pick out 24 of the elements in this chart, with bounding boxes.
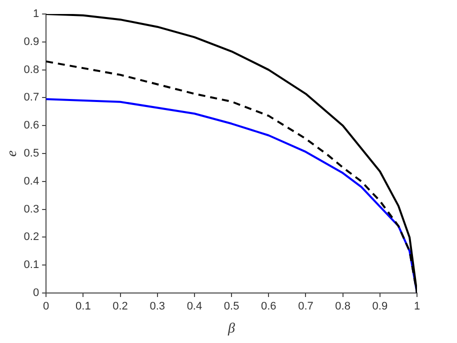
x-tick-label: 1: [414, 300, 420, 313]
y-tick-label: 0.9: [24, 36, 40, 48]
y-tick-label: 0.7: [24, 92, 40, 104]
x-tick-label: 0.8: [335, 300, 350, 313]
x-tick-label: 0.2: [112, 300, 128, 313]
x-tick-label: 0.7: [298, 300, 314, 313]
y-axis-title: e: [5, 150, 20, 157]
x-tick-label: 0.3: [150, 300, 166, 313]
y-tick-label: 0.4: [24, 175, 40, 188]
y-tick-label: 0.1: [24, 259, 40, 272]
y-tick-label: 0.5: [24, 148, 40, 160]
y-tick-label: 0.6: [24, 120, 40, 132]
x-tick-label: 0.9: [372, 300, 388, 313]
x-axis-title: β: [227, 321, 236, 336]
x-tick-label: 0.5: [224, 300, 240, 313]
y-tick-label: 1: [32, 8, 40, 20]
x-tick-label: 0.6: [260, 300, 276, 313]
y-tick-label: 0.8: [24, 64, 40, 76]
y-tick-label: 0.2: [24, 231, 40, 244]
y-tick-label: 0: [32, 287, 40, 300]
x-tick-label: 0.1: [76, 300, 91, 313]
y-tick-label: 0.3: [24, 203, 40, 216]
x-tick-label: 0.4: [186, 300, 202, 313]
x-tick-label: 0: [43, 300, 50, 313]
